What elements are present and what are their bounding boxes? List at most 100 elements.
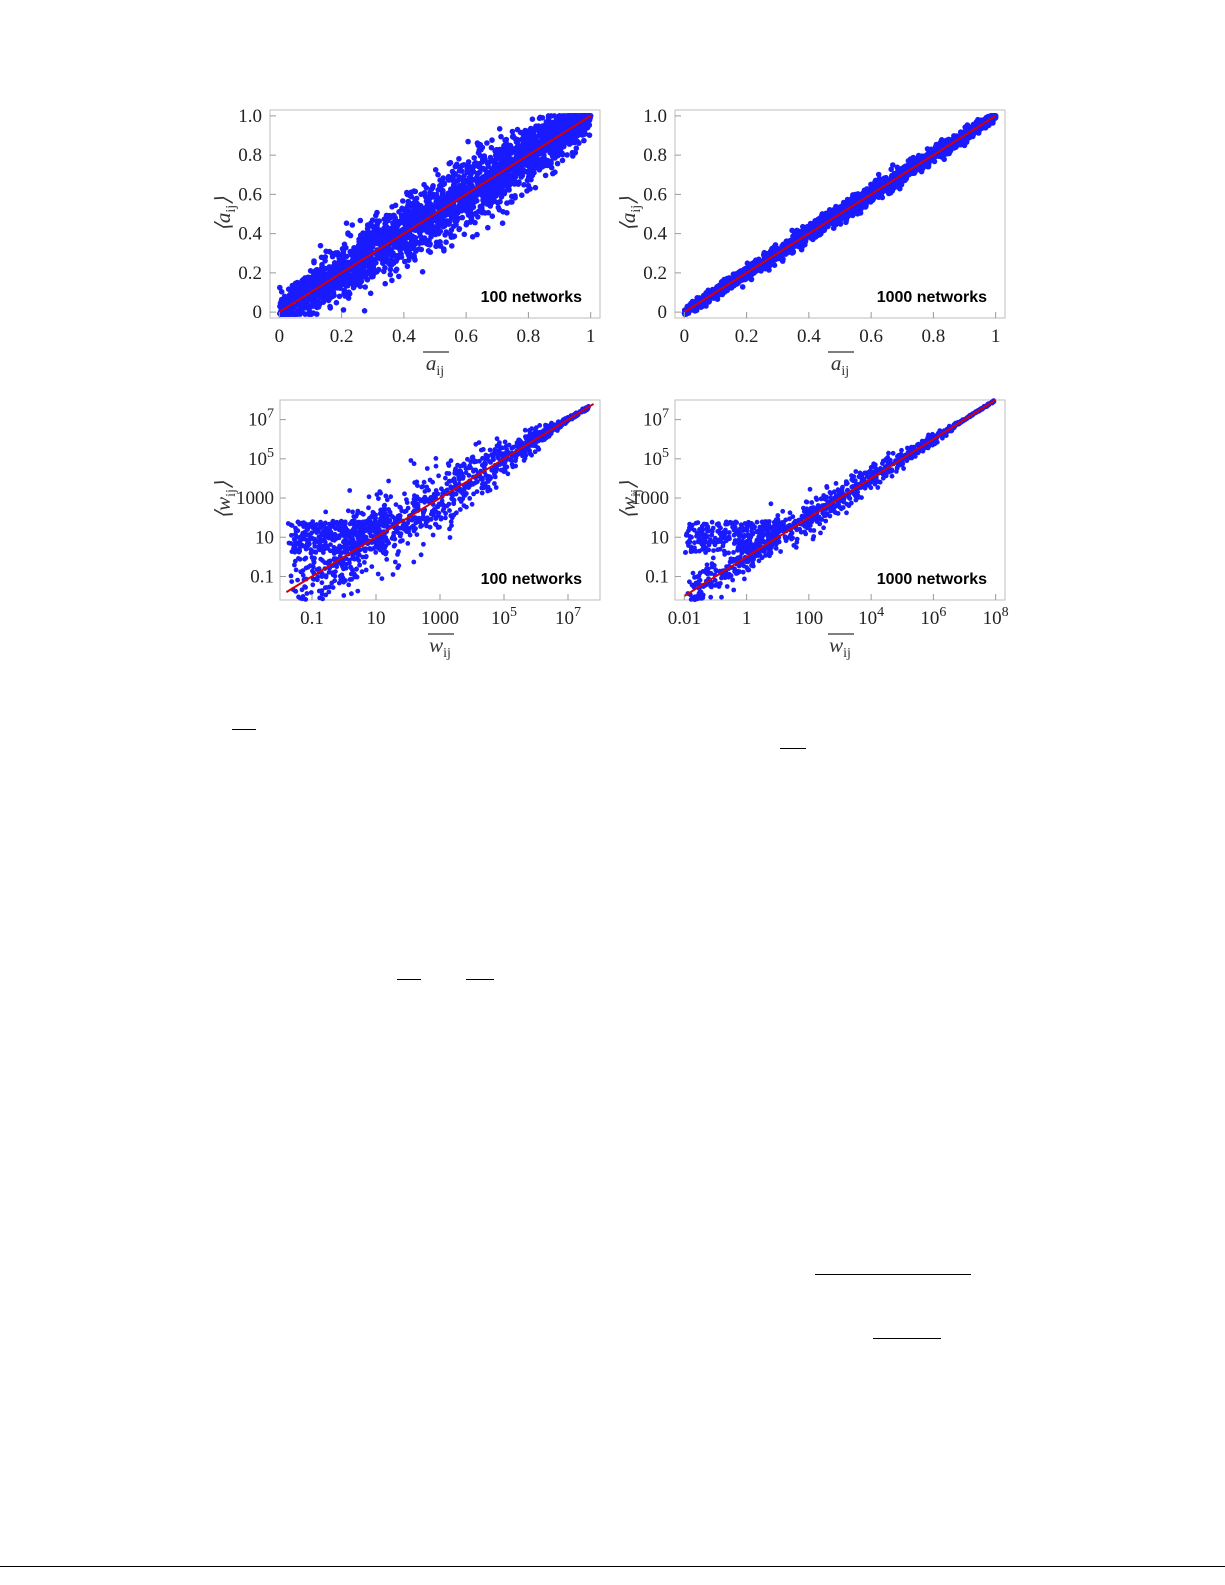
- data-point: [374, 492, 380, 497]
- data-point: [453, 221, 459, 228]
- data-point: [519, 192, 525, 198]
- data-point: [550, 154, 556, 160]
- data-point: [433, 243, 439, 250]
- y-axis-label-text: ⟨aij⟩: [211, 197, 239, 232]
- data-point: [526, 175, 533, 181]
- x-tick-label: 0.6: [859, 326, 883, 347]
- data-point: [456, 168, 463, 174]
- data-point: [498, 194, 505, 200]
- data-point: [463, 179, 470, 185]
- data-point: [523, 141, 530, 148]
- data-point: [552, 144, 558, 150]
- data-point: [423, 204, 430, 211]
- y-tick-label: 0: [253, 302, 263, 323]
- data-point: [332, 251, 338, 257]
- data-point: [721, 276, 727, 283]
- data-point: [714, 296, 721, 302]
- data-point: [548, 121, 554, 127]
- data-point: [764, 251, 770, 257]
- data-point: [498, 133, 504, 140]
- identity-line: [278, 115, 592, 313]
- data-point: [365, 229, 371, 236]
- data-point: [341, 287, 348, 294]
- data-point: [320, 289, 326, 296]
- data-point: [317, 276, 323, 283]
- data-point: [894, 164, 901, 171]
- y-tick-label: 1.0: [238, 106, 262, 127]
- data-point: [311, 258, 317, 264]
- data-point: [381, 268, 387, 275]
- data-point: [423, 185, 430, 191]
- data-point: [917, 164, 924, 170]
- data-point: [398, 254, 405, 260]
- data-point: [400, 206, 406, 213]
- data-point: [401, 211, 408, 217]
- data-point: [465, 163, 472, 169]
- data-point: [390, 250, 396, 256]
- data-point: [315, 304, 322, 310]
- data-point: [545, 131, 552, 137]
- plot-frame: [674, 109, 1006, 319]
- data-point: [333, 299, 340, 306]
- data-point: [479, 205, 485, 212]
- data-point: [307, 268, 314, 274]
- data-point: [322, 258, 328, 264]
- data-point: [378, 241, 384, 248]
- data-point: [443, 229, 450, 235]
- data-point: [412, 196, 418, 203]
- data-point: [471, 491, 476, 497]
- data-point: [306, 302, 312, 309]
- data-point: [790, 249, 796, 256]
- data-point: [809, 225, 815, 231]
- data-point: [469, 211, 476, 218]
- data-point: [800, 223, 806, 230]
- data-point: [361, 260, 367, 266]
- data-point: [337, 275, 343, 282]
- data-point: [356, 267, 363, 274]
- data-point: [849, 198, 856, 205]
- data-point: [330, 293, 336, 300]
- data-point: [446, 221, 452, 227]
- data-point: [387, 266, 394, 273]
- data-point: [391, 260, 397, 266]
- data-point: [507, 142, 513, 149]
- data-point: [343, 283, 350, 289]
- data-point: [484, 140, 490, 146]
- data-point: [343, 220, 350, 226]
- data-point: [869, 187, 875, 193]
- data-point: [509, 128, 516, 135]
- data-point: [506, 181, 512, 187]
- data-point: [325, 282, 331, 289]
- data-point: [368, 274, 375, 280]
- data-point: [466, 174, 473, 181]
- data-point: [412, 257, 418, 263]
- y-axis-label-text: ⟨aij⟩: [616, 197, 644, 232]
- data-point: [932, 144, 939, 150]
- data-point: [305, 296, 312, 302]
- data-point: [574, 139, 581, 145]
- data-point: [819, 226, 825, 232]
- data-point: [453, 192, 460, 199]
- data-point: [451, 233, 458, 239]
- data-point: [385, 233, 392, 240]
- data-point: [385, 258, 391, 264]
- data-point: [854, 211, 861, 217]
- data-point: [789, 227, 795, 234]
- data-point: [508, 199, 514, 205]
- data-point: [362, 269, 369, 275]
- data-point: [394, 226, 400, 232]
- data-point: [373, 260, 379, 266]
- data-point: [484, 160, 491, 166]
- data-point: [532, 184, 539, 191]
- data-point: [379, 254, 386, 260]
- data-point: [467, 219, 474, 225]
- data-point: [951, 145, 957, 151]
- y-tick-label: 0.6: [238, 184, 262, 205]
- data-point: [357, 217, 364, 224]
- data-point: [400, 217, 407, 224]
- data-point: [352, 271, 358, 277]
- data-point: [429, 185, 436, 191]
- data-point: [341, 262, 348, 269]
- data-point: [381, 228, 388, 235]
- data-point: [455, 184, 461, 190]
